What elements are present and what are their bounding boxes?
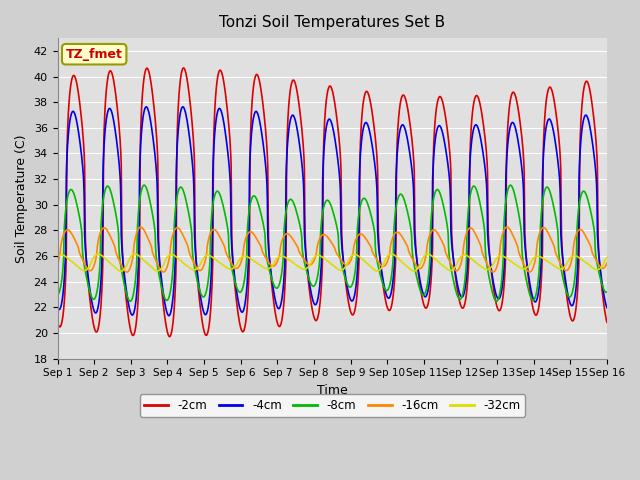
Y-axis label: Soil Temperature (C): Soil Temperature (C) [15,134,28,263]
Text: TZ_fmet: TZ_fmet [66,48,123,61]
Legend: -2cm, -4cm, -8cm, -16cm, -32cm: -2cm, -4cm, -8cm, -16cm, -32cm [140,395,525,417]
X-axis label: Time: Time [317,384,348,397]
Title: Tonzi Soil Temperatures Set B: Tonzi Soil Temperatures Set B [219,15,445,30]
